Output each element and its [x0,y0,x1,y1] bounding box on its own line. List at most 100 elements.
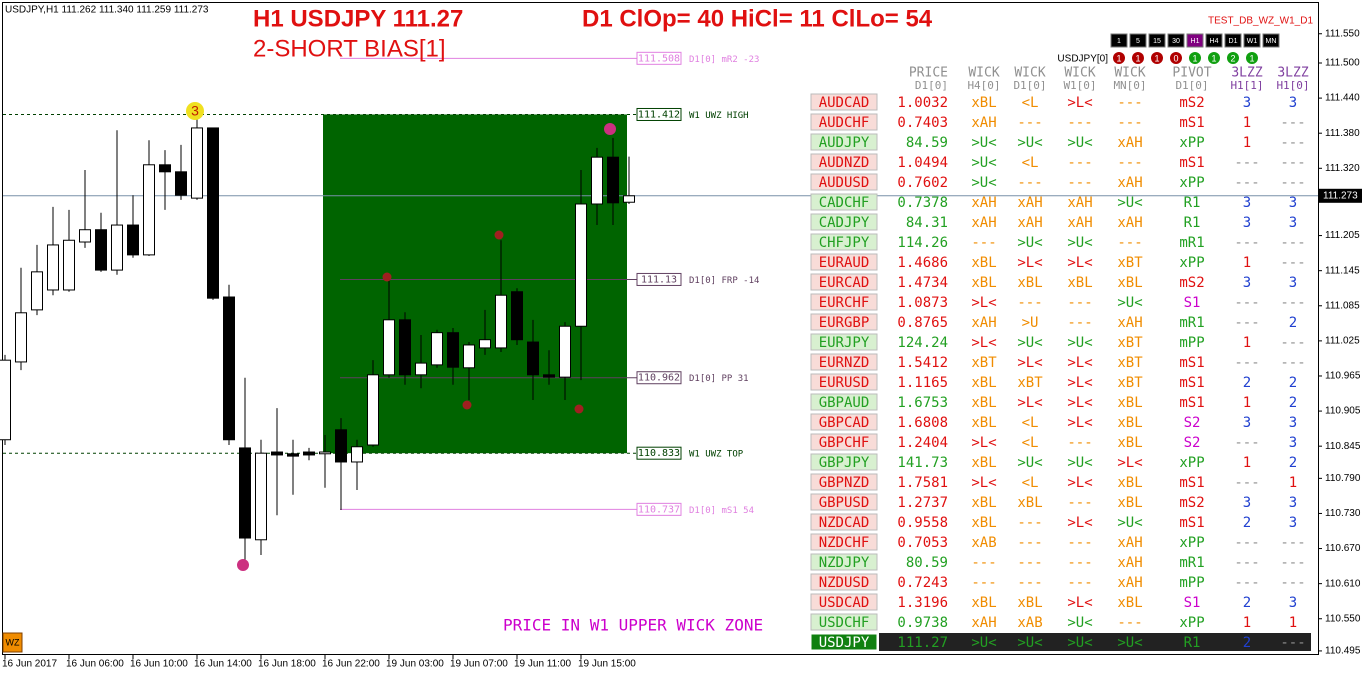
status-cell: xAH [971,215,996,231]
timeframe-button-label: W1 [1247,38,1258,45]
status-cell: mS2 [1179,495,1204,511]
status-cell: >L< [1067,595,1092,611]
timeframe-button[interactable] [1148,33,1166,48]
symbol-button[interactable] [810,433,878,451]
price-cell: 1.1165 [897,375,948,391]
symbol-button[interactable] [810,473,878,491]
price-cell: 114.26 [897,235,948,251]
price-cell: 84.59 [906,135,948,151]
status-light [1113,52,1125,64]
symbol-button[interactable] [810,633,878,651]
wz-badge[interactable] [2,632,23,653]
zigzag-marker [604,123,616,135]
status-cell: R1 [1184,635,1201,651]
status-cell: xBT [1017,375,1043,391]
symbol-button[interactable] [810,573,878,591]
status-cell: R1 [1184,195,1201,211]
price-cell: 1.6808 [897,415,948,431]
candle-body-bull [479,339,491,349]
zigzag-marker [494,230,504,240]
status-cell: --- [1067,495,1092,511]
status-cell: <L [1022,475,1039,491]
status-light-label: 1 [1116,53,1121,63]
candle-body-bull [319,451,331,455]
symbol-button[interactable] [810,133,878,151]
symbol-button[interactable] [810,373,878,391]
symbol-button[interactable] [810,233,878,251]
level-label: D1[0] mR2 -23 [689,55,759,65]
status-cell: --- [1234,435,1259,451]
level-label: W1 UWZ HIGH [689,111,749,121]
timeframe-button[interactable] [1205,33,1223,48]
status-cell: >L< [1067,255,1092,271]
symbol-button[interactable] [810,393,878,411]
symbol-label: GBPUSD [819,495,870,511]
status-cell: xBL [971,495,996,511]
timeframe-button[interactable] [1129,33,1147,48]
symbol-button[interactable] [810,193,878,211]
status-cell: xPP [1179,175,1204,191]
status-cell: --- [1017,575,1042,591]
candle-body-bull [191,127,203,199]
symbol-button[interactable] [810,213,878,231]
symbol-button[interactable] [810,113,878,131]
candle-body-bear [303,451,315,456]
timeframe-button[interactable] [1110,33,1128,48]
symbol-button[interactable] [810,513,878,531]
level-price: 111.412 [638,109,680,120]
timeframe-button[interactable] [1186,33,1204,48]
candle-body-bull [575,203,587,327]
status-cell: --- [1280,135,1305,151]
candle-body-bull [47,244,59,291]
status-cell: --- [1067,295,1092,311]
status-cell: >U< [971,175,996,191]
timeframe-button[interactable] [1224,33,1242,48]
symbol-label: USDCHF [819,615,870,631]
x-tick-label: 19 Jun 03:00 [386,659,444,670]
symbol-button[interactable] [810,353,878,371]
symbol-button[interactable] [810,253,878,271]
symbol-button[interactable] [810,293,878,311]
symbol-label: EURCAD [819,275,870,291]
status-cell: 1 [1243,115,1251,131]
status-light [1189,52,1201,64]
symbol-button[interactable] [810,273,878,291]
status-cell: 2 [1289,455,1297,471]
status-cell: xPP [1179,255,1204,271]
candle-body-bull [559,325,571,378]
symbol-button[interactable] [810,553,878,571]
symbol-button[interactable] [810,313,878,331]
timeframe-button[interactable] [1167,33,1185,48]
status-cell: >L< [1067,415,1092,431]
symbol-button[interactable] [810,333,878,351]
symbol-button[interactable] [810,613,878,631]
symbol-button[interactable] [810,153,878,171]
y-tick-label: 111.145 [1325,265,1360,276]
y-tick-label: 110.550 [1325,613,1361,624]
status-cell: 1 [1243,135,1251,151]
symbol-button[interactable] [810,533,878,551]
symbol-button[interactable] [810,593,878,611]
symbol-button[interactable] [810,173,878,191]
status-cell: xBL [1117,435,1142,451]
status-cell: xPP [1179,135,1204,151]
candle-body-bull [351,446,363,463]
status-cell: --- [1280,255,1305,271]
candle-body-bull [495,294,507,349]
status-cell: 2 [1289,375,1297,391]
y-tick-label: 110.845 [1325,441,1361,452]
candle-body-bear [159,164,171,173]
status-cell: xPP [1179,535,1204,551]
symbol-button[interactable] [810,453,878,471]
symbol-button[interactable] [810,413,878,431]
symbol-label: EURAUD [819,255,870,271]
timeframe-button[interactable] [1262,33,1280,48]
status-cell: 1 [1243,455,1251,471]
symbol-button[interactable] [810,493,878,511]
symbol-button[interactable] [810,93,878,111]
timeframe-button[interactable] [1243,33,1261,48]
status-cell: --- [1067,535,1092,551]
status-cell: mS2 [1179,275,1204,291]
